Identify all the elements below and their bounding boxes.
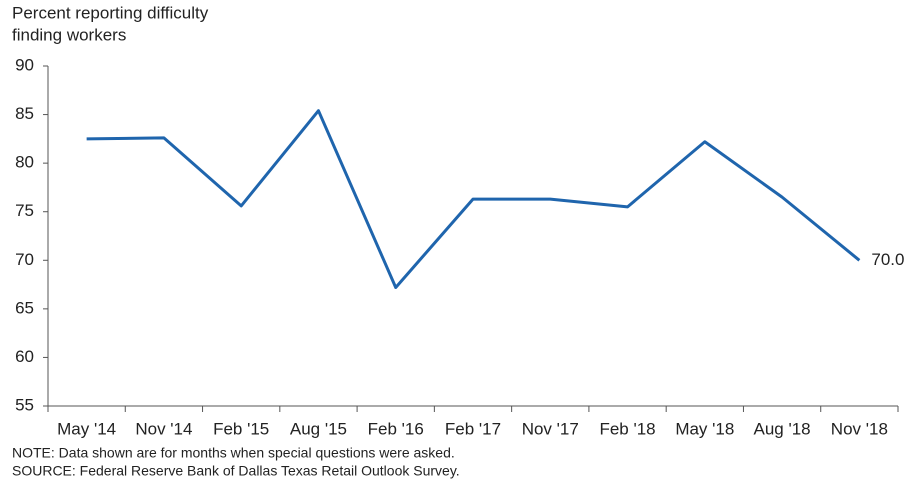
x-tick-label: Aug '18	[754, 419, 811, 438]
y-tick-label: 80	[15, 153, 34, 172]
chart-title: Percent reporting difficulty	[12, 3, 209, 22]
y-tick-label: 90	[15, 55, 34, 74]
x-tick-label: May '18	[675, 419, 734, 438]
line	[86, 109, 861, 289]
value-label: 70.0	[871, 250, 904, 269]
x-tick-label: Nov '18	[831, 419, 888, 438]
y-tick-label: 70	[15, 250, 34, 269]
y-tick-label: 75	[15, 201, 34, 220]
y-tick-label: 55	[15, 395, 34, 414]
x-tick-label: May '14	[57, 419, 116, 438]
chart-title: finding workers	[12, 25, 126, 44]
x-tick-label: Feb '15	[213, 419, 269, 438]
x-tick-label: Nov '14	[135, 419, 192, 438]
x-tick-label: Nov '17	[522, 419, 579, 438]
source: SOURCE: Federal Reserve Bank of Dallas T…	[12, 463, 460, 479]
x-tick-label: Feb '17	[445, 419, 501, 438]
y-tick-label: 85	[15, 104, 34, 123]
x-tick-label: Aug '15	[290, 419, 347, 438]
x-tick-label: Feb '16	[368, 419, 424, 438]
note: NOTE: Data shown are for months when spe…	[12, 445, 455, 461]
y-tick-label: 65	[15, 298, 34, 317]
y-tick-label: 60	[15, 347, 34, 366]
x-tick-label: Feb '18	[599, 419, 655, 438]
